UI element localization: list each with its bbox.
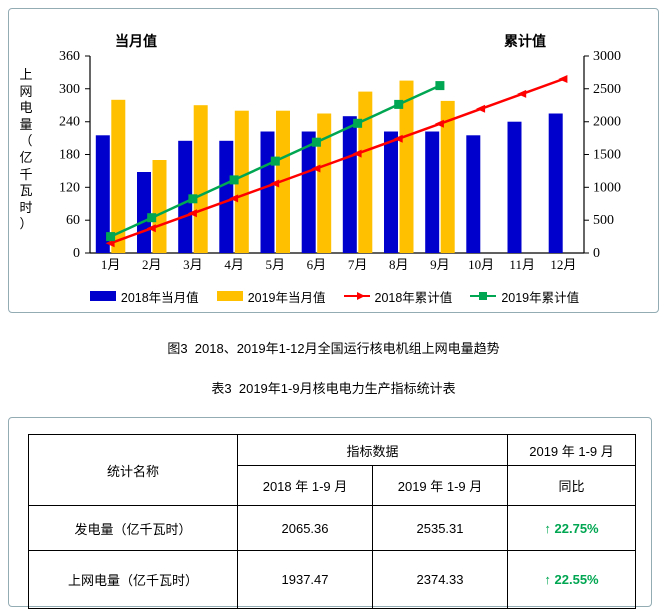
svg-text:1500: 1500 [593,148,621,163]
svg-text:1000: 1000 [593,180,621,195]
svg-text:0: 0 [73,246,80,261]
svg-text:12月: 12月 [550,257,576,272]
svg-text:2月: 2月 [142,257,162,272]
svg-text:9月: 9月 [430,257,450,272]
svg-text:240: 240 [59,115,80,130]
svg-text:4月: 4月 [224,257,244,272]
svg-text:11月: 11月 [509,257,535,272]
svg-text:5月: 5月 [265,257,285,272]
svg-text:500: 500 [593,213,614,228]
svg-text:2500: 2500 [593,82,621,97]
svg-text:当月值: 当月值 [115,33,157,49]
svg-text:120: 120 [59,180,80,195]
svg-text:1月: 1月 [101,257,121,272]
svg-text:0: 0 [593,246,600,261]
svg-text:累计值: 累计值 [504,33,546,49]
svg-text:2000: 2000 [593,115,621,130]
svg-text:180: 180 [59,148,80,163]
svg-text:10月: 10月 [468,257,494,272]
svg-text:3月: 3月 [183,257,203,272]
svg-text:360: 360 [59,49,80,64]
svg-text:60: 60 [66,213,80,228]
svg-text:8月: 8月 [389,257,409,272]
svg-text:7月: 7月 [348,257,368,272]
svg-text:300: 300 [59,82,80,97]
svg-text:3000: 3000 [593,49,621,64]
svg-text:6月: 6月 [307,257,327,272]
